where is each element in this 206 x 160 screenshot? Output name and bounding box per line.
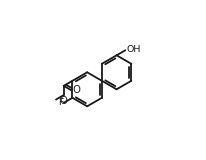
- Text: O: O: [73, 85, 80, 95]
- Text: F: F: [58, 98, 63, 107]
- Text: O: O: [60, 96, 68, 106]
- Text: OH: OH: [126, 45, 140, 55]
